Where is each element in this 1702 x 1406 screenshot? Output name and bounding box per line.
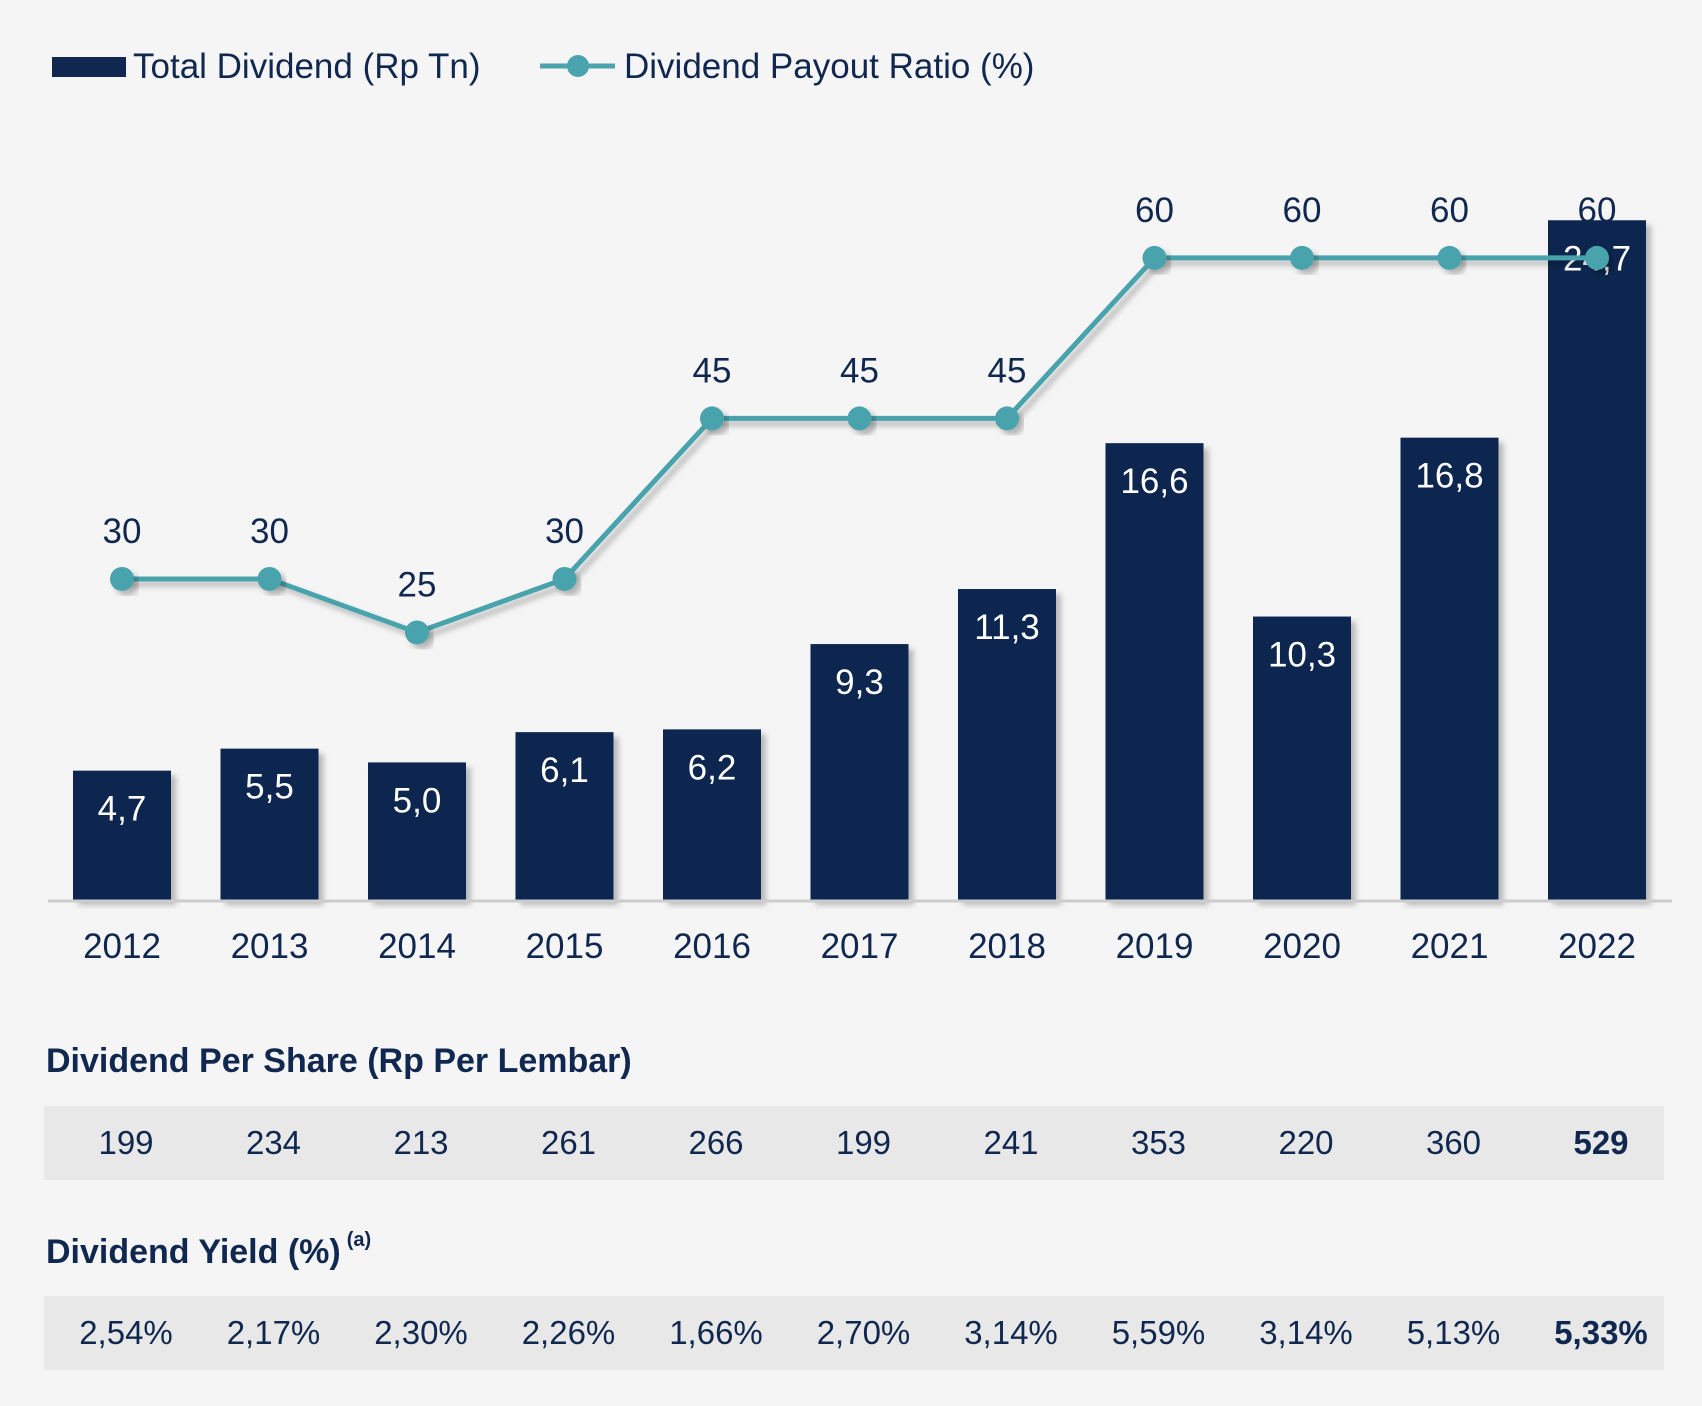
yield-cell-2018: 3,14% [964,1314,1058,1351]
payout-label-2022: 60 [1578,191,1617,230]
dps-row: 199 234 213 261 266 199 241 353 220 360 529 [44,1106,1664,1180]
dps-cell-2014: 213 [393,1124,449,1161]
bar-label-2014: 5,0 [393,781,442,820]
bar-2014 [368,762,466,900]
payout-point-2022 [1585,245,1609,270]
yield-cell-2019: 5,59% [1111,1314,1206,1351]
dps-cell-2012: 199 [98,1124,154,1161]
yield-title: Dividend Yield (%) (a) [46,1229,372,1271]
legend-label-total-dividend: Total Dividend (Rp Tn) [133,47,481,86]
x-tick-2022: 2022 [1558,927,1636,966]
payout-label-2013: 30 [250,512,289,551]
x-tick-2015: 2015 [526,927,604,966]
payout-label-2012: 30 [103,512,142,551]
bar-label-2019: 16,6 [1120,462,1188,501]
payout-ratio-line [122,255,1597,636]
x-tick-2016: 2016 [673,927,751,966]
payout-point-2021 [1437,245,1462,270]
bar-label-2020: 10,3 [1268,636,1336,675]
payout-point-2012 [110,566,134,591]
x-tick-2021: 2021 [1411,927,1489,966]
legend-marker-payout-ratio [567,55,589,77]
dps-cell-2018: 241 [983,1124,1039,1161]
dps-cell-2020: 220 [1278,1124,1334,1161]
x-tick-2020: 2020 [1263,927,1341,966]
bar-2018 [958,589,1056,900]
bar-2013 [220,748,319,900]
bar-2016 [663,729,761,900]
yield-row: 2,54% 2,17% 2,30% 2,26% 1,66% 2,70% 3,14% 5,59%… [44,1296,1664,1370]
dps-cell-2021: 360 [1425,1124,1482,1161]
payout-label-2020: 60 [1283,191,1322,230]
bar-2022 [1548,220,1646,901]
bar-2017 [810,644,909,900]
payout-point-2013 [257,566,282,591]
yield-cell-2012: 2,54% [79,1314,173,1351]
x-tick-2013: 2013 [231,927,309,966]
yield-cell-2017: 2,70% [816,1314,911,1351]
payout-point-2015 [552,566,577,591]
bar-label-2015: 6,1 [540,751,589,790]
payout-point-2016 [700,406,724,431]
payout-point-2019 [1142,245,1167,270]
payout-label-2016: 45 [693,351,732,390]
payout-label-2021: 60 [1430,191,1469,230]
legend-swatch-total-dividend [52,57,126,77]
yield-cell-2022: 5,33% [1554,1314,1648,1351]
payout-label-2017: 45 [840,351,879,390]
yield-cell-2016: 1,66% [669,1314,763,1351]
payout-point-2017 [847,406,872,431]
bar-label-2021: 16,8 [1415,457,1483,496]
bar-2019 [1105,443,1204,900]
legend-label-payout-ratio: Dividend Payout Ratio (%) [624,47,1034,86]
dps-cell-2015: 261 [540,1124,597,1161]
payout-point-2020 [1290,245,1314,270]
bar-label-2012: 4,7 [98,790,147,829]
payout-point-2014 [405,620,429,645]
payout-label-2019: 60 [1135,191,1174,230]
dps-cell-2022: 529 [1573,1124,1629,1161]
bar-2021 [1400,437,1499,900]
x-tick-2019: 2019 [1116,927,1194,966]
payout-label-2018: 45 [988,351,1027,390]
bar-label-2016: 6,2 [688,748,737,787]
dps-cell-2017: 199 [835,1124,892,1161]
payout-point-2018 [995,406,1019,431]
dividend-chart: Total Dividend (Rp Tn) Dividend Payout Ra… [48,47,1672,966]
bar-2020 [1253,616,1351,900]
yield-cell-2014: 2,30% [374,1314,468,1351]
dps-cell-2019: 353 [1130,1124,1187,1161]
payout-label-2015: 30 [545,512,584,551]
bar-2012 [73,770,171,900]
yield-cell-2020: 3,14% [1259,1314,1353,1351]
yield-footnote-marker: (a) [346,1229,372,1251]
bar-2015 [515,732,614,900]
bar-label-2017: 9,3 [835,663,884,702]
bar-label-2018: 11,3 [974,608,1040,647]
bar-label-2013: 5,5 [245,768,294,807]
yield-cell-2013: 2,17% [226,1314,321,1351]
payout-label-2014: 25 [398,565,437,604]
yield-cell-2021: 5,13% [1406,1314,1501,1351]
yield-cell-2015: 2,26% [521,1314,616,1351]
x-tick-2018: 2018 [968,927,1046,966]
dps-cell-2013: 234 [245,1124,302,1161]
dps-cell-2016: 266 [688,1124,744,1161]
x-tick-2012: 2012 [83,927,161,966]
x-tick-2014: 2014 [378,927,456,966]
x-tick-2017: 2017 [821,927,899,966]
dps-title: Dividend Per Share (Rp Per Lembar) [46,1042,632,1080]
